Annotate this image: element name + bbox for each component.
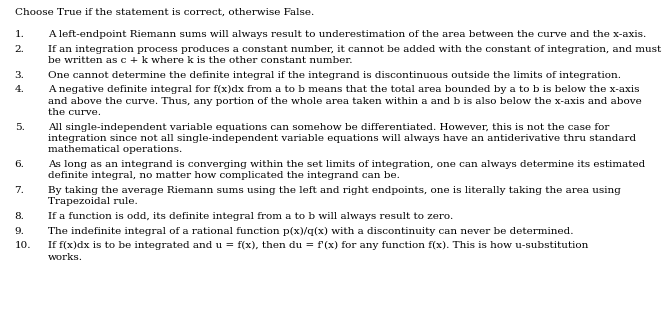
Text: 3.: 3. — [15, 70, 25, 79]
Text: 10.: 10. — [15, 241, 31, 250]
Text: Choose True if the statement is correct, otherwise False.: Choose True if the statement is correct,… — [15, 8, 314, 17]
Text: One cannot determine the definite integral if the integrand is discontinuous out: One cannot determine the definite integr… — [48, 70, 621, 79]
Text: works.: works. — [48, 253, 83, 262]
Text: 9.: 9. — [15, 226, 25, 236]
Text: A negative definite integral for f(x)dx from a to b means that the total area bo: A negative definite integral for f(x)dx … — [48, 85, 639, 94]
Text: By taking the average Riemann sums using the left and right endpoints, one is li: By taking the average Riemann sums using… — [48, 186, 621, 195]
Text: 8.: 8. — [15, 212, 25, 221]
Text: As long as an integrand is converging within the set limits of integration, one : As long as an integrand is converging wi… — [48, 160, 645, 169]
Text: Trapezoidal rule.: Trapezoidal rule. — [48, 198, 137, 206]
Text: and above the curve. Thus, any portion of the whole area taken within a and b is: and above the curve. Thus, any portion o… — [48, 96, 642, 106]
Text: integration since not all single-independent variable equations will always have: integration since not all single-indepen… — [48, 134, 636, 143]
Text: If f(x)dx is to be integrated and u = f(x), then du = f'(x) for any function f(x: If f(x)dx is to be integrated and u = f(… — [48, 241, 588, 250]
Text: 5.: 5. — [15, 123, 25, 132]
Text: 6.: 6. — [15, 160, 25, 169]
Text: the curve.: the curve. — [48, 108, 101, 117]
Text: 7.: 7. — [15, 186, 25, 195]
Text: mathematical operations.: mathematical operations. — [48, 145, 182, 154]
Text: definite integral, no matter how complicated the integrand can be.: definite integral, no matter how complic… — [48, 172, 400, 181]
Text: A left-endpoint Riemann sums will always result to underestimation of the area b: A left-endpoint Riemann sums will always… — [48, 30, 646, 39]
Text: be written as c + k where k is the other constant number.: be written as c + k where k is the other… — [48, 56, 352, 65]
Text: 4.: 4. — [15, 85, 25, 94]
Text: If a function is odd, its definite integral from a to b will always result to ze: If a function is odd, its definite integ… — [48, 212, 453, 221]
Text: 2.: 2. — [15, 45, 25, 54]
Text: All single-independent variable equations can somehow be differentiated. However: All single-independent variable equation… — [48, 123, 609, 132]
Text: The indefinite integral of a rational function p(x)/q(x) with a discontinuity ca: The indefinite integral of a rational fu… — [48, 226, 573, 236]
Text: 1.: 1. — [15, 30, 25, 39]
Text: If an integration process produces a constant number, it cannot be added with th: If an integration process produces a con… — [48, 45, 661, 54]
